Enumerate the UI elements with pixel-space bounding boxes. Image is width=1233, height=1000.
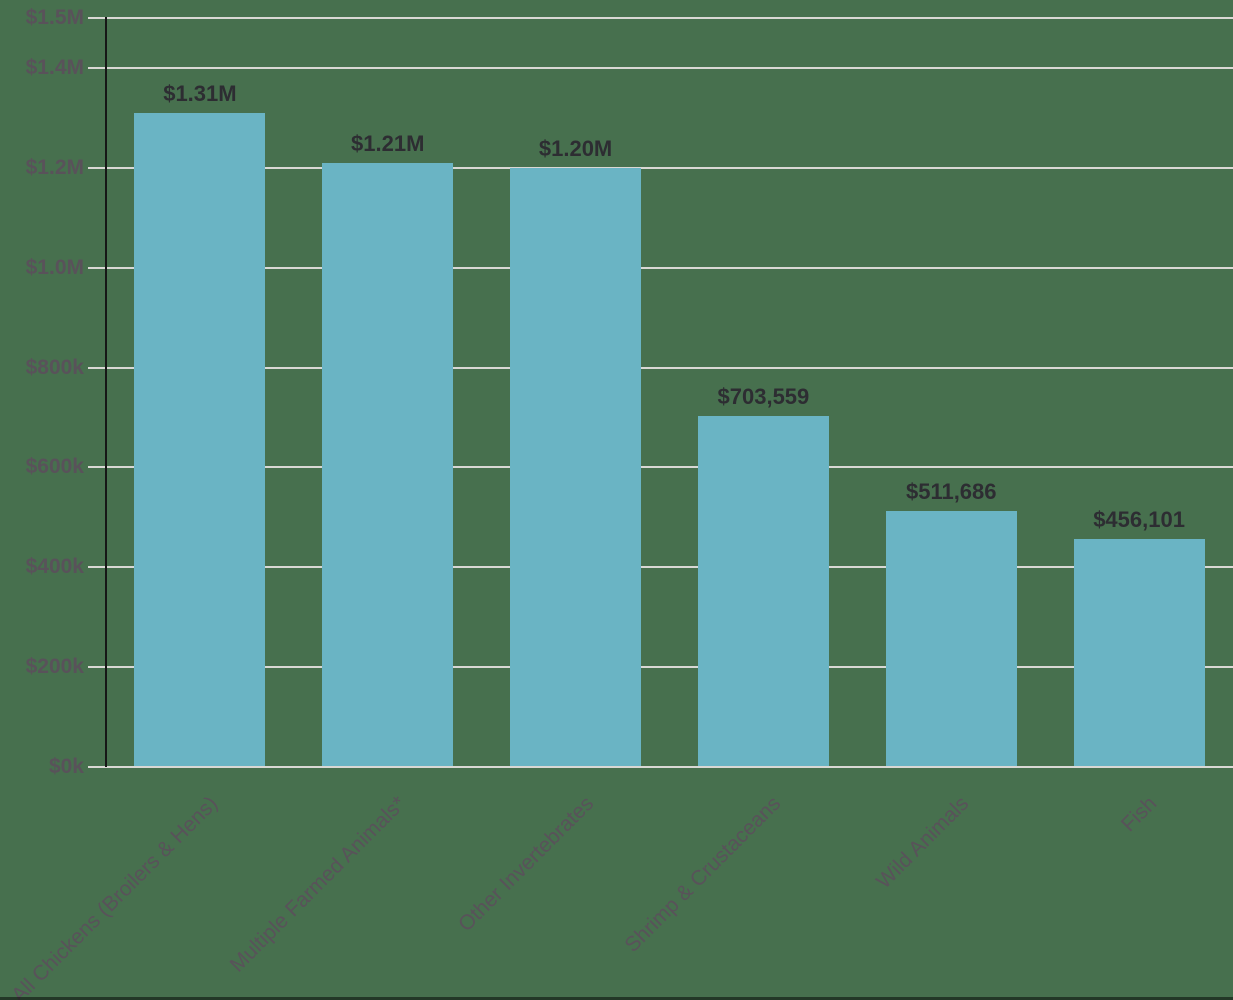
x-tick-label: All Chickens (Broilers & Hens)	[7, 792, 223, 1000]
y-tick-label: $1.0M	[25, 255, 84, 279]
x-tick-label: Multiple Farmed Animals*	[225, 792, 411, 977]
gridline	[88, 566, 1233, 569]
bar	[1073, 539, 1205, 767]
y-axis-line	[105, 17, 107, 767]
y-tick-label: $800k	[25, 355, 84, 379]
gridline	[88, 166, 1233, 169]
gridline	[88, 66, 1233, 69]
bar	[322, 162, 454, 767]
gridline	[88, 766, 1233, 768]
y-tick-label: $200k	[25, 655, 84, 679]
bottom-edge	[0, 997, 1233, 1000]
gridline	[88, 17, 1233, 19]
bar	[697, 415, 829, 767]
x-tick-label: Other Invertebrates	[453, 792, 598, 937]
bar-value-label: $1.21M	[351, 130, 425, 156]
bar-value-label: $456,101	[1093, 507, 1185, 533]
x-tick-label: Fish	[1117, 792, 1162, 837]
gridline	[88, 466, 1233, 469]
gridline	[88, 266, 1233, 269]
bar	[885, 511, 1017, 767]
y-tick-label: $1.5M	[25, 6, 84, 29]
y-tick-label: $0k	[48, 755, 84, 778]
y-tick-label: $400k	[25, 555, 84, 579]
bar-value-label: $511,686	[905, 479, 997, 505]
gridline	[88, 666, 1233, 669]
y-tick-label: $600k	[25, 455, 84, 479]
bar	[134, 112, 266, 767]
gridline	[88, 366, 1233, 369]
y-tick-label: $1.4M	[25, 55, 84, 79]
bar	[510, 167, 642, 767]
x-tick-label: Wild Animals	[872, 792, 974, 894]
y-tick-label: $1.2M	[25, 155, 84, 179]
x-tick-label: Shrimp & Crustaceans	[620, 792, 786, 957]
bar-value-label: $1.20M	[538, 135, 613, 161]
bar-value-label: $1.31M	[163, 80, 237, 106]
bar-value-label: $703,559	[717, 383, 810, 409]
